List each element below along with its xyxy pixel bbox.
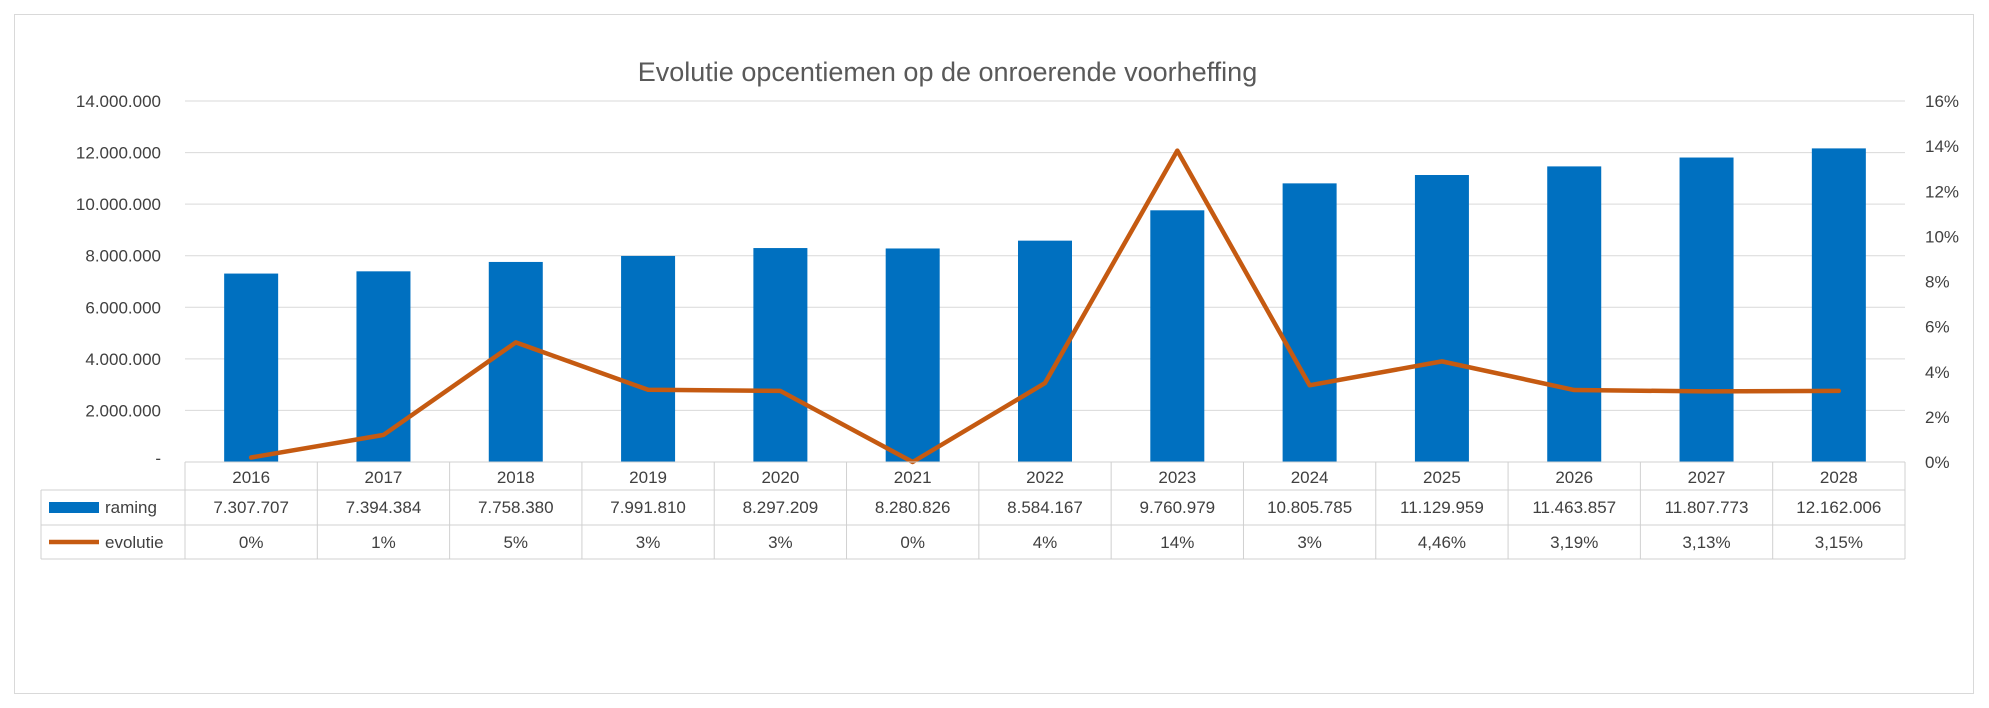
table-cell-evolutie: 3% [1297, 533, 1322, 552]
legend-label-evolutie: evolutie [105, 533, 164, 552]
y-left-tick-label: 10.000.000 [76, 195, 161, 214]
table-cell-raming: 11.129.959 [1400, 498, 1484, 517]
y-right-tick-label: 12% [1925, 182, 1959, 201]
table-cell-evolutie: 0% [900, 533, 925, 552]
x-tick-label: 2026 [1555, 468, 1593, 487]
bar [1282, 183, 1337, 462]
x-tick-label: 2019 [629, 468, 667, 487]
y-right-tick-label: 10% [1925, 227, 1959, 246]
table-cell-evolutie: 14% [1160, 533, 1194, 552]
table-cell-evolutie: 3,13% [1682, 533, 1730, 552]
y-left-tick-label: 8.000.000 [85, 247, 161, 266]
x-tick-label: 2021 [894, 468, 932, 487]
table-cell-evolutie: 3% [636, 533, 661, 552]
legend-key-raming [49, 502, 99, 513]
bar [1414, 175, 1469, 463]
y-left-tick-label: 12.000.000 [76, 144, 161, 163]
y-right-tick-label: 0% [1925, 453, 1950, 472]
table-cell-raming: 7.394.384 [346, 498, 422, 517]
bar [224, 273, 279, 462]
y-left-tick-label: 4.000.000 [85, 350, 161, 369]
table-cell-evolutie: 3% [768, 533, 793, 552]
x-tick-label: 2024 [1291, 468, 1329, 487]
x-tick-label: 2028 [1820, 468, 1858, 487]
x-tick-label: 2023 [1158, 468, 1196, 487]
bar [1150, 210, 1205, 462]
chart-title: Evolutie opcentiemen op de onroerende vo… [637, 57, 1258, 87]
bar [1547, 166, 1602, 463]
y-left-tick-label: 14.000.000 [76, 92, 161, 111]
x-tick-label: 2020 [761, 468, 799, 487]
y-left-tick-label: 6.000.000 [85, 298, 161, 317]
table-cell-evolutie: 5% [503, 533, 528, 552]
bar [356, 271, 411, 462]
table-cell-evolutie: 4,46% [1418, 533, 1466, 552]
x-tick-label: 2025 [1423, 468, 1461, 487]
y-left-tick-label: 2.000.000 [85, 401, 161, 420]
x-tick-label: 2017 [365, 468, 403, 487]
x-tick-label: 2022 [1026, 468, 1064, 487]
line-series-evolutie [248, 148, 1842, 465]
y-right-tick-label: 8% [1925, 273, 1950, 292]
table-cell-evolutie: 3,15% [1815, 533, 1863, 552]
table-cell-raming: 7.758.380 [478, 498, 554, 517]
table-cell-raming: 7.991.810 [610, 498, 686, 517]
table-cell-raming: 11.463.857 [1532, 498, 1616, 517]
table-cell-raming: 8.584.167 [1007, 498, 1083, 517]
table-cell-raming: 8.297.209 [743, 498, 819, 517]
chart-plot: - 2.000.000 4.000.000 6.000.000 8.000.000 10.… [40, 92, 1959, 560]
table-cell-evolutie: 4% [1033, 533, 1058, 552]
chart-frame: Evolutie opcentiemen op de onroerende vo… [14, 14, 1974, 694]
bar [621, 255, 676, 462]
y-right-tick-label: 4% [1925, 363, 1950, 382]
bar [1811, 148, 1866, 462]
legend-label-raming: raming [105, 498, 157, 517]
y-left-tick-label: - [155, 449, 161, 468]
y-right-tick-label: 2% [1925, 408, 1950, 427]
table-cell-evolutie: 1% [371, 533, 396, 552]
table-cell-raming: 11.807.773 [1665, 498, 1749, 517]
bar [1679, 157, 1734, 462]
table-cell-raming: 12.162.006 [1796, 498, 1881, 517]
table-cell-raming: 10.805.785 [1267, 498, 1352, 517]
x-tick-label: 2018 [497, 468, 535, 487]
x-tick-label: 2027 [1688, 468, 1726, 487]
x-tick-label: 2016 [232, 468, 270, 487]
y-right-tick-label: 16% [1925, 92, 1959, 111]
bar [488, 261, 543, 462]
table-cell-raming: 7.307.707 [213, 498, 289, 517]
table-cell-evolutie: 0% [239, 533, 264, 552]
bar [885, 248, 940, 462]
bar [753, 248, 808, 462]
table-cell-evolutie: 3,19% [1550, 533, 1598, 552]
table-cell-raming: 8.280.826 [875, 498, 951, 517]
y-right-tick-label: 14% [1925, 137, 1959, 156]
table-cell-raming: 9.760.979 [1139, 498, 1215, 517]
y-right-tick-label: 6% [1925, 318, 1950, 337]
